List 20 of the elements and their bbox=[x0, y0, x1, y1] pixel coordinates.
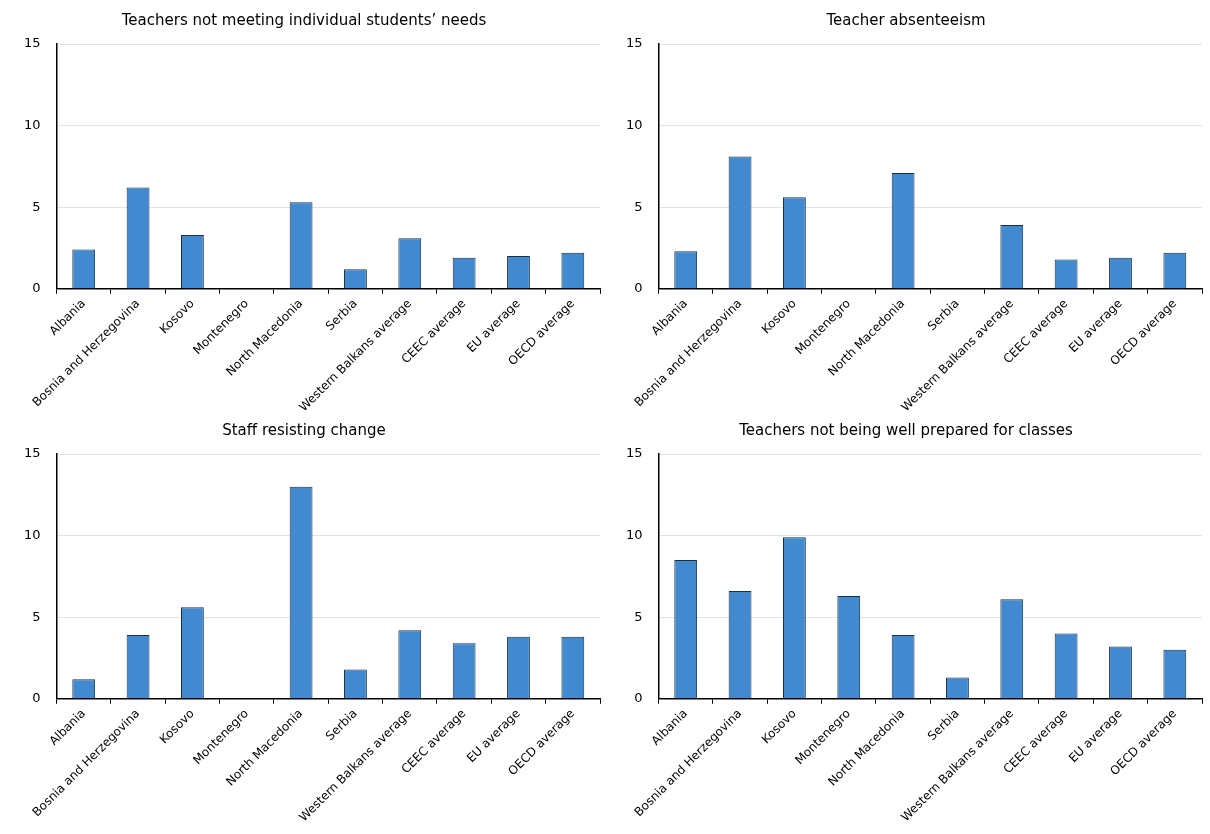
y-tick-label: 5 bbox=[32, 198, 41, 214]
chart-title: Staff resisting change bbox=[222, 420, 386, 439]
y-tick-label: 10 bbox=[24, 116, 41, 132]
y-tick-label: 10 bbox=[626, 526, 643, 542]
y-tick-label: 0 bbox=[634, 690, 643, 706]
y-tick-label: 15 bbox=[626, 35, 643, 51]
y-tick-label: 5 bbox=[32, 608, 41, 624]
y-tick-label: 15 bbox=[24, 445, 41, 461]
y-tick-label: 15 bbox=[24, 35, 41, 51]
y-tick-label: 10 bbox=[626, 116, 643, 132]
y-tick-label: 5 bbox=[634, 198, 643, 214]
y-tick-label: 0 bbox=[634, 280, 643, 296]
y-tick-label: 5 bbox=[634, 608, 643, 624]
chart-title: Teachers not meeting individual students’ needs bbox=[120, 10, 487, 29]
y-tick-label: 10 bbox=[24, 526, 41, 542]
y-tick-label: 0 bbox=[32, 280, 41, 296]
chart-title: Teacher absenteeism bbox=[825, 10, 986, 29]
chart-title: Teachers not being well prepared for classes bbox=[738, 420, 1074, 439]
y-tick-label: 0 bbox=[32, 690, 41, 706]
y-tick-label: 15 bbox=[626, 445, 643, 461]
